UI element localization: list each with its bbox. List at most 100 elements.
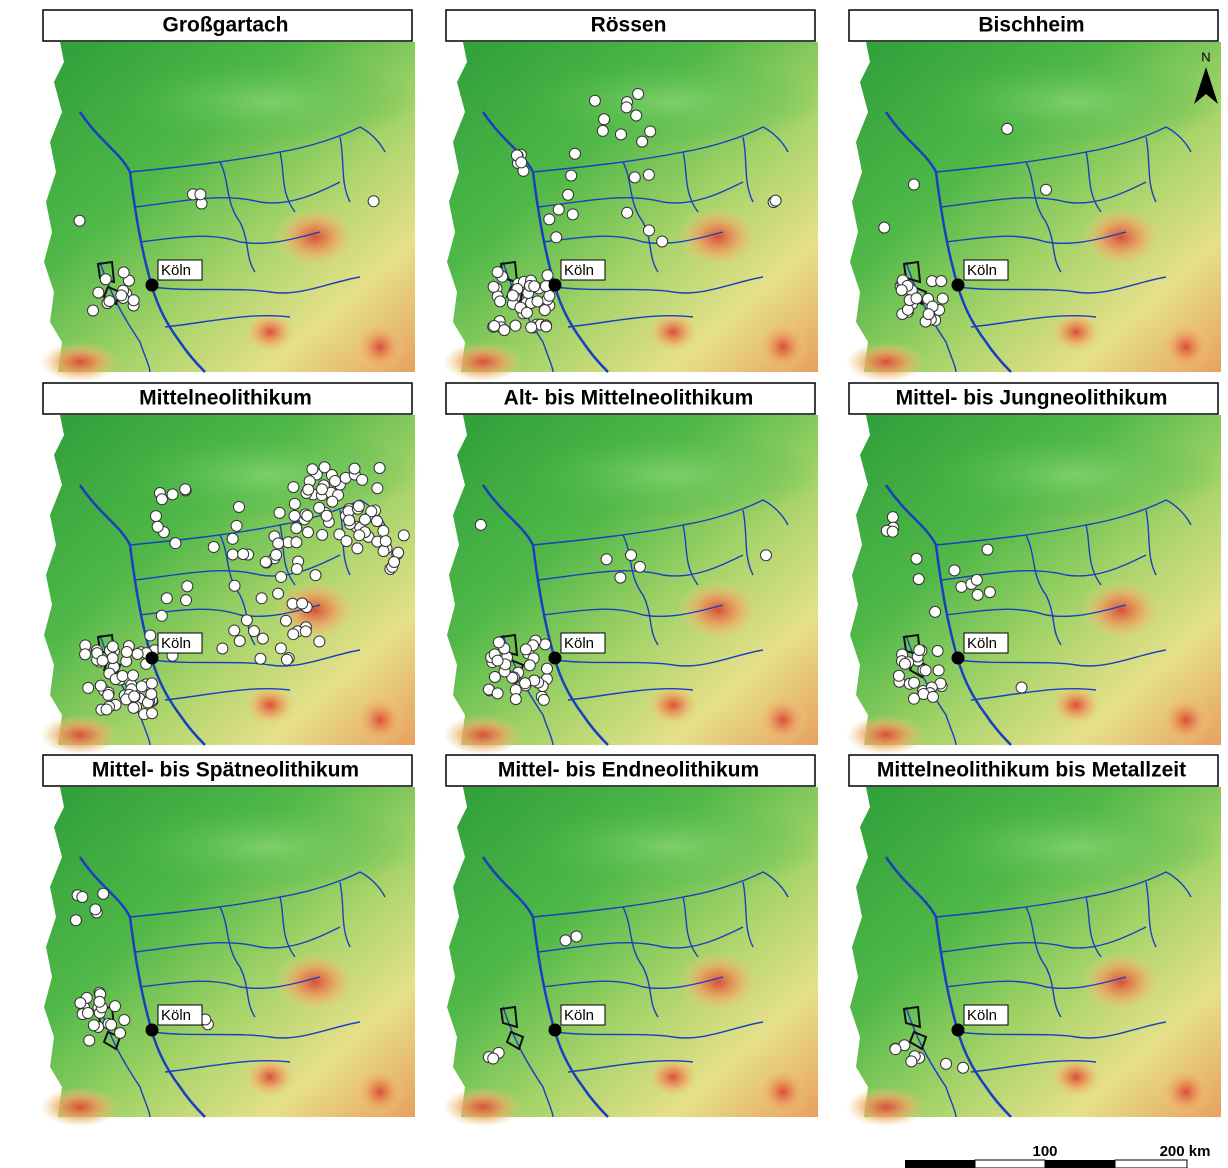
site bbox=[291, 523, 302, 534]
site bbox=[341, 536, 352, 547]
site bbox=[553, 204, 564, 215]
site bbox=[288, 482, 299, 493]
site bbox=[567, 209, 578, 220]
site bbox=[291, 564, 302, 575]
site bbox=[107, 653, 118, 664]
upland bbox=[1051, 685, 1101, 725]
city-label: Köln bbox=[161, 635, 191, 652]
upland bbox=[443, 715, 523, 755]
figure: 100 200 km KölnGroßgartachKölnRössenKöln… bbox=[0, 0, 1228, 1168]
site bbox=[544, 214, 555, 225]
site bbox=[597, 125, 608, 136]
site bbox=[95, 680, 106, 691]
site bbox=[136, 681, 147, 692]
site bbox=[274, 507, 285, 518]
lowland bbox=[120, 57, 420, 147]
city-marker bbox=[146, 1024, 159, 1037]
site bbox=[170, 538, 181, 549]
site bbox=[103, 690, 114, 701]
upland bbox=[275, 580, 355, 640]
city-marker bbox=[952, 1024, 965, 1037]
site bbox=[1016, 682, 1027, 693]
lowland bbox=[926, 430, 1226, 520]
lowland bbox=[926, 802, 1226, 892]
site bbox=[233, 501, 244, 512]
site bbox=[520, 678, 531, 689]
site bbox=[307, 464, 318, 475]
site bbox=[489, 672, 500, 683]
site bbox=[156, 610, 167, 621]
site bbox=[118, 267, 129, 278]
upland bbox=[275, 952, 355, 1012]
site bbox=[538, 694, 549, 705]
panel-title: Mittel- bis Endneolithikum bbox=[498, 759, 759, 782]
upland bbox=[758, 1067, 808, 1117]
upland bbox=[758, 695, 808, 745]
site bbox=[932, 646, 943, 657]
site bbox=[893, 670, 904, 681]
site bbox=[181, 595, 192, 606]
panel-title: Großgartach bbox=[162, 14, 288, 37]
site bbox=[770, 195, 781, 206]
site bbox=[132, 648, 143, 659]
site bbox=[82, 1008, 93, 1019]
panel-title: Bischheim bbox=[978, 14, 1084, 37]
upland bbox=[443, 1087, 523, 1127]
site bbox=[492, 267, 503, 278]
site bbox=[566, 170, 577, 181]
site bbox=[532, 296, 543, 307]
upland bbox=[648, 1057, 698, 1097]
site bbox=[150, 511, 161, 522]
site bbox=[152, 521, 163, 532]
site bbox=[110, 1001, 121, 1012]
site bbox=[637, 136, 648, 147]
upland bbox=[355, 1067, 405, 1117]
site bbox=[906, 1056, 917, 1067]
upland bbox=[40, 342, 120, 382]
city-marker bbox=[549, 279, 562, 292]
panel-title: Mittel- bis Jungneolithikum bbox=[896, 387, 1168, 410]
site bbox=[920, 665, 931, 676]
city-marker bbox=[549, 1024, 562, 1037]
site bbox=[238, 549, 249, 560]
upland bbox=[1051, 312, 1101, 352]
site bbox=[182, 581, 193, 592]
site bbox=[971, 574, 982, 585]
site bbox=[626, 550, 637, 561]
site bbox=[982, 544, 993, 555]
site bbox=[510, 694, 521, 705]
site bbox=[276, 571, 287, 582]
site bbox=[84, 1035, 95, 1046]
site bbox=[563, 189, 574, 200]
panel-title: Mittel- bis Spätneolithikum bbox=[92, 759, 359, 782]
site bbox=[248, 626, 259, 637]
site bbox=[77, 891, 88, 902]
site bbox=[657, 236, 668, 247]
upland bbox=[245, 1057, 295, 1097]
site bbox=[941, 1058, 952, 1069]
site bbox=[571, 931, 582, 942]
site bbox=[101, 704, 112, 715]
site bbox=[302, 510, 313, 521]
site bbox=[374, 462, 385, 473]
map-panel: KölnMittel- bis Spätneolithikum bbox=[40, 755, 420, 1127]
upland bbox=[678, 207, 758, 267]
site bbox=[255, 653, 266, 664]
lowland bbox=[120, 802, 420, 892]
site bbox=[488, 1053, 499, 1064]
upland bbox=[678, 580, 758, 640]
panel-title: Alt- bis Mittelneolithikum bbox=[504, 387, 754, 410]
site bbox=[180, 484, 191, 495]
site bbox=[542, 270, 553, 281]
upland bbox=[1081, 952, 1161, 1012]
site bbox=[371, 516, 382, 527]
upland bbox=[846, 1087, 926, 1127]
site bbox=[529, 281, 540, 292]
site bbox=[936, 276, 947, 287]
site bbox=[128, 295, 139, 306]
site bbox=[303, 484, 314, 495]
site bbox=[117, 671, 128, 682]
site bbox=[398, 530, 409, 541]
site bbox=[300, 626, 311, 637]
site bbox=[271, 549, 282, 560]
